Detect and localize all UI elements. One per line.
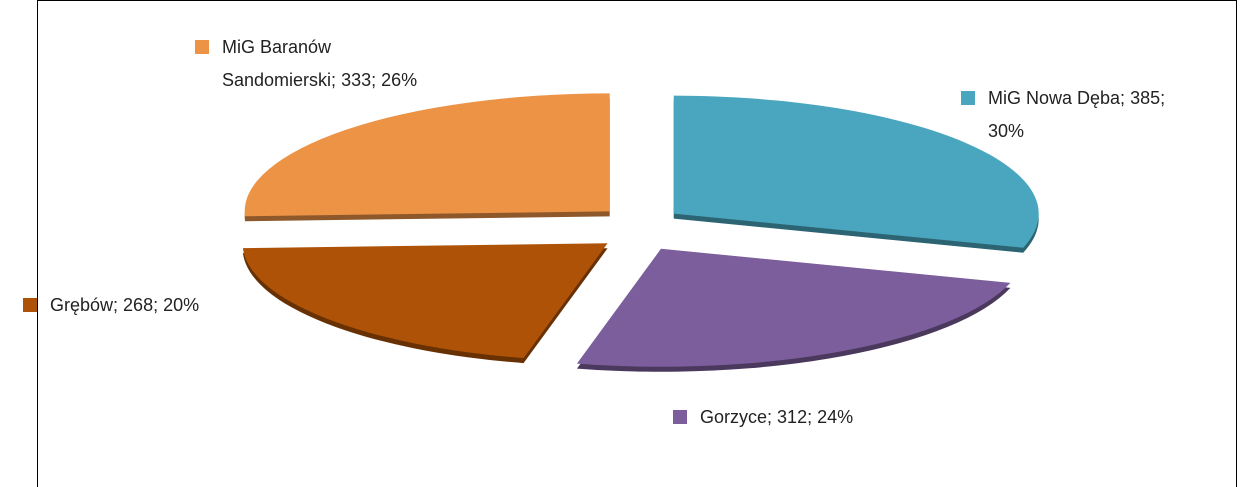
- label-value: 268; 20%: [123, 295, 200, 315]
- label-separator: ;: [1120, 88, 1131, 108]
- legend-key: [23, 298, 37, 312]
- data-label: Grębów; 268; 20%: [50, 289, 370, 322]
- chart-frame: [37, 0, 1237, 487]
- label-category: Grębów: [50, 295, 114, 315]
- data-label: Gorzyce; 312; 24%: [700, 401, 1020, 434]
- data-label: MiG Baranów Sandomierski; 333; 26%: [222, 31, 434, 97]
- label-category: Gorzyce: [700, 407, 768, 427]
- label-value: 385; 30%: [988, 88, 1166, 141]
- label-separator: ;: [113, 295, 124, 315]
- data-label: MiG Nowa Dęba; 385; 30%: [988, 82, 1168, 148]
- slice: [673, 95, 1039, 248]
- slice: [242, 243, 608, 359]
- label-value: 312; 24%: [777, 407, 854, 427]
- label-separator: ;: [331, 70, 342, 90]
- legend-key: [673, 410, 687, 424]
- label-value: 333; 26%: [341, 70, 418, 90]
- slice: [244, 93, 610, 217]
- label-category: MiG Nowa Dęba: [988, 88, 1121, 108]
- slice: [576, 248, 1011, 367]
- legend-key: [961, 91, 975, 105]
- legend-key: [195, 40, 209, 54]
- label-separator: ;: [767, 407, 778, 427]
- label-category: MiG Baranów Sandomierski: [222, 37, 332, 90]
